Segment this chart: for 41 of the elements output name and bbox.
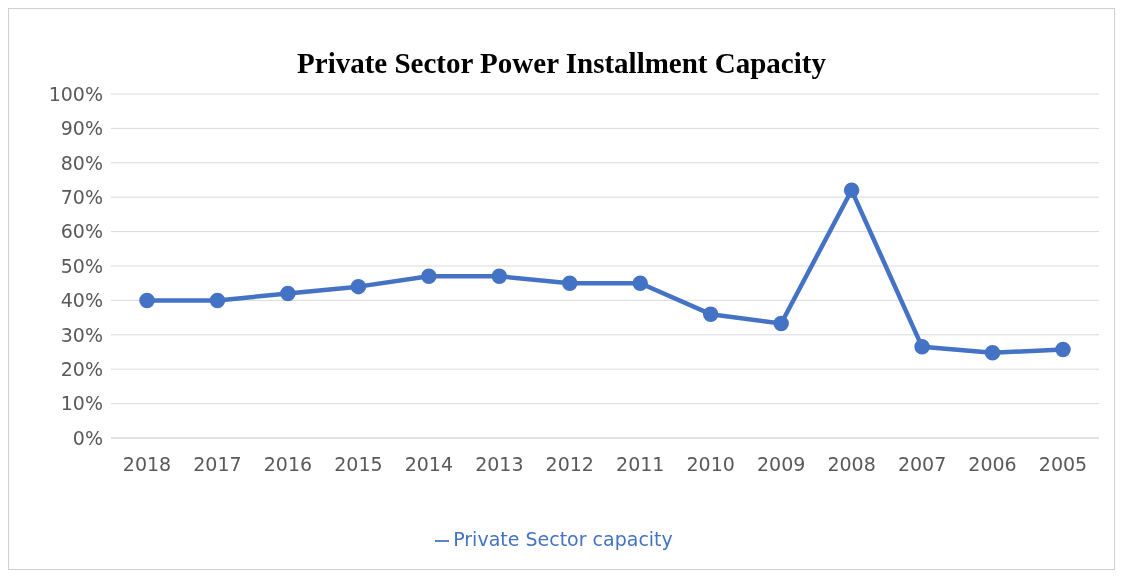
point bbox=[421, 268, 437, 285]
point bbox=[914, 339, 930, 355]
point bbox=[843, 182, 860, 199]
y-tick-label: 60% bbox=[60, 220, 103, 243]
point bbox=[139, 292, 155, 309]
x-tick-label: 2008 bbox=[827, 453, 876, 476]
point bbox=[702, 306, 719, 322]
point bbox=[773, 315, 789, 332]
point bbox=[350, 278, 367, 295]
point bbox=[562, 275, 578, 291]
y-tick-label: 20% bbox=[60, 357, 103, 380]
x-tick-label: 2018 bbox=[122, 453, 172, 476]
x-tick-label: 2010 bbox=[686, 453, 735, 476]
x-tick-label: 2012 bbox=[545, 453, 594, 476]
x-tick-label: 2011 bbox=[616, 453, 665, 476]
x-tick-label: 2016 bbox=[263, 453, 313, 476]
x-tick-label: 2017 bbox=[193, 453, 242, 476]
chart-title: Private Sector Power Installment Capacity bbox=[296, 47, 827, 80]
point bbox=[491, 268, 508, 285]
y-tick-label: 50% bbox=[60, 254, 103, 277]
x-tick-label: 2009 bbox=[756, 453, 806, 476]
point bbox=[280, 285, 296, 302]
x-tick-label: 2007 bbox=[897, 453, 947, 476]
y-tick-label: 0% bbox=[72, 426, 103, 449]
legend-label: Private Sector capacity bbox=[453, 528, 673, 550]
x-tick-label: 2013 bbox=[475, 453, 524, 476]
point bbox=[632, 275, 648, 291]
y-tick-label: 40% bbox=[60, 289, 103, 312]
point bbox=[1055, 341, 1071, 358]
x-tick-label: 2014 bbox=[404, 453, 454, 476]
x-tick-label: 2015 bbox=[334, 453, 383, 476]
x-tick-label: 2005 bbox=[1038, 453, 1088, 476]
y-tick-label: 80% bbox=[60, 151, 103, 174]
y-tick-label: 90% bbox=[60, 117, 103, 140]
y-tick-label: 10% bbox=[60, 392, 103, 415]
y-tick-label: 70% bbox=[60, 185, 103, 208]
point bbox=[984, 344, 1001, 361]
x-tick-label: 2006 bbox=[968, 453, 1017, 476]
y-tick-label: 30% bbox=[60, 323, 103, 346]
point bbox=[209, 292, 226, 309]
y-tick-label: 100% bbox=[48, 82, 103, 105]
